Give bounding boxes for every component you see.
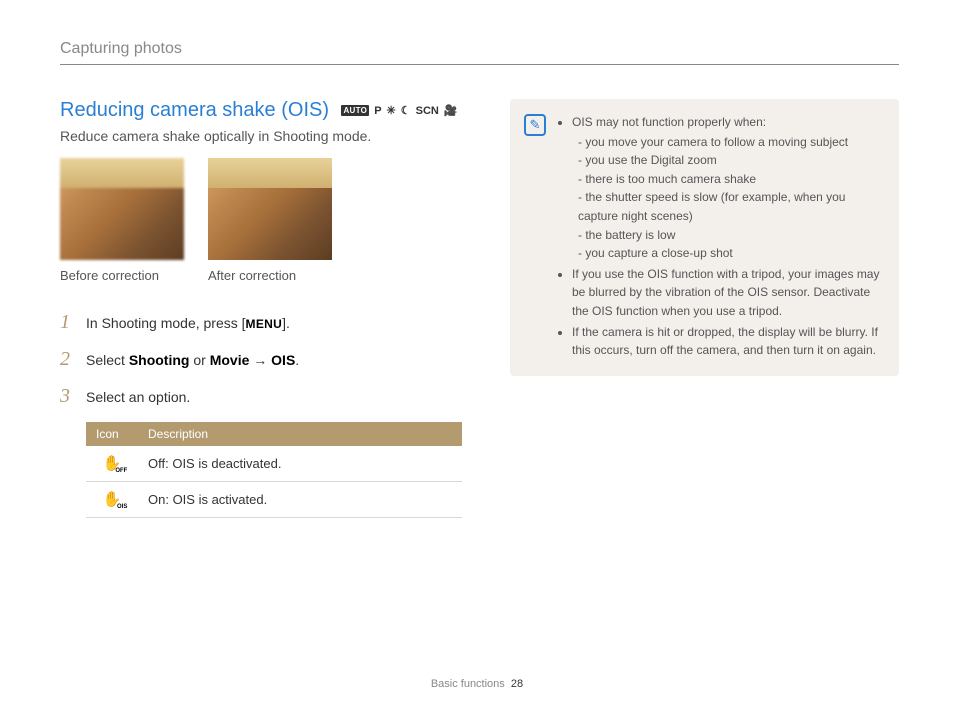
mode-auto-icon: AUTO — [341, 105, 369, 116]
content-columns: Reducing camera shake (OIS) AUTO P ✳ ☾ S… — [60, 99, 899, 518]
step-text: In Shooting mode, press [MENU]. — [86, 315, 290, 331]
mode-night-icon: ☾ — [401, 104, 411, 117]
hand-ois-icon: ✋OIS — [103, 492, 122, 507]
step-num: 3 — [60, 385, 74, 408]
mode-p-icon: P — [374, 105, 381, 117]
mode-dual-icon: ✳ — [387, 104, 396, 117]
caption-before: Before correction — [60, 268, 184, 283]
note-sublist: you move your camera to follow a moving … — [572, 133, 883, 263]
text-part: In Shooting mode, press [ — [86, 315, 246, 331]
bold-movie: Movie — [210, 352, 250, 368]
table-header-icon: Icon — [86, 422, 138, 446]
note-subbullet: you capture a close-up shot — [578, 244, 883, 263]
icon-sub: OIS — [117, 504, 127, 510]
text-part: ]. — [282, 315, 290, 331]
opt-desc: : OIS is activated. — [165, 492, 267, 507]
text-part: . — [295, 352, 299, 368]
footer-page-number: 28 — [511, 678, 523, 690]
footer-section: Basic functions — [431, 678, 505, 690]
table-row: ✋OFF Off: OIS is deactivated. — [86, 446, 462, 482]
note-bullet: OIS may not function properly when: you … — [572, 113, 883, 263]
note-subbullet: there is too much camera shake — [578, 170, 883, 189]
photo-after-block: After correction — [208, 158, 332, 283]
text-part: Select — [86, 352, 129, 368]
text-part: or — [189, 352, 209, 368]
photo-before — [60, 158, 184, 260]
note-content: OIS may not function properly when: you … — [558, 113, 883, 362]
steps-list: 1 In Shooting mode, press [MENU]. 2 Sele… — [60, 311, 462, 408]
note-bullet: If the camera is hit or dropped, the dis… — [572, 323, 883, 360]
left-column: Reducing camera shake (OIS) AUTO P ✳ ☾ S… — [60, 99, 462, 518]
section-title: Reducing camera shake (OIS) — [60, 99, 329, 122]
bold-ois: OIS — [271, 352, 295, 368]
photo-before-block: Before correction — [60, 158, 184, 283]
note-subbullet: the battery is low — [578, 226, 883, 245]
page-footer: Basic functions 28 — [0, 678, 954, 690]
mode-icons-row: AUTO P ✳ ☾ SCN 🎥 — [341, 104, 457, 117]
breadcrumb: Capturing photos — [60, 40, 899, 65]
step-1: 1 In Shooting mode, press [MENU]. — [60, 311, 462, 334]
note-box: ✎ OIS may not function properly when: yo… — [510, 99, 899, 376]
opt-desc: : OIS is deactivated. — [165, 456, 281, 471]
note-subbullet: the shutter speed is slow (for example, … — [578, 188, 883, 225]
step-text: Select an option. — [86, 389, 190, 405]
menu-label: MENU — [246, 317, 283, 331]
caption-after: After correction — [208, 268, 332, 283]
hand-off-icon: ✋OFF — [103, 456, 122, 471]
step-text: Select Shooting or Movie → OIS. — [86, 352, 299, 368]
section-header: Reducing camera shake (OIS) AUTO P ✳ ☾ S… — [60, 99, 462, 122]
note-icon: ✎ — [524, 114, 546, 136]
right-column: ✎ OIS may not function properly when: yo… — [510, 99, 899, 376]
opt-label: Off — [148, 456, 165, 471]
section-subtitle: Reduce camera shake optically in Shootin… — [60, 128, 462, 144]
text-part: → — [249, 352, 271, 368]
table-header-desc: Description — [138, 422, 462, 446]
note-subbullet: you use the Digital zoom — [578, 151, 883, 170]
mode-scn-icon: SCN — [416, 105, 439, 117]
note-subbullet: you move your camera to follow a moving … — [578, 133, 883, 152]
photo-comparison-row: Before correction After correction — [60, 158, 462, 283]
step-num: 2 — [60, 348, 74, 371]
ois-options-table: Icon Description ✋OFF Off: OIS is deacti… — [86, 422, 462, 518]
step-2: 2 Select Shooting or Movie → OIS. — [60, 348, 462, 371]
cell-desc: On: OIS is activated. — [138, 482, 462, 518]
note-bullet: If you use the OIS function with a tripo… — [572, 265, 883, 321]
mode-movie-icon: 🎥 — [444, 104, 458, 117]
icon-sub: OFF — [115, 468, 127, 474]
cell-icon: ✋OFF — [86, 446, 138, 482]
photo-after — [208, 158, 332, 260]
bold-shooting: Shooting — [129, 352, 190, 368]
step-3: 3 Select an option. — [60, 385, 462, 408]
cell-desc: Off: OIS is deactivated. — [138, 446, 462, 482]
opt-label: On — [148, 492, 165, 507]
note-text: OIS may not function properly when: — [572, 115, 766, 129]
table-row: ✋OIS On: OIS is activated. — [86, 482, 462, 518]
step-num: 1 — [60, 311, 74, 334]
cell-icon: ✋OIS — [86, 482, 138, 518]
